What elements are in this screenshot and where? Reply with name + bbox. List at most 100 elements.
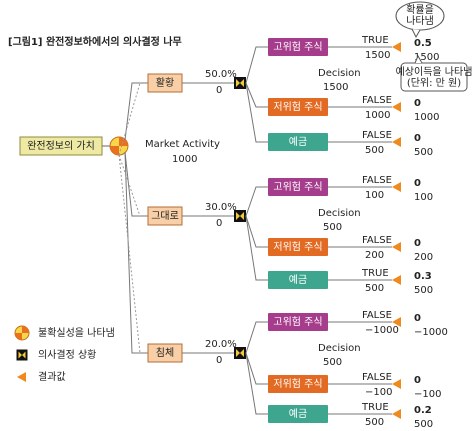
decision-node-mark [236, 79, 244, 87]
result-probability: 0 [414, 238, 421, 249]
result-value: 500 [414, 419, 433, 430]
option-flag: FALSE [362, 130, 392, 141]
option-flag: FALSE [362, 372, 392, 383]
decision-name: Decision [318, 208, 361, 219]
callout-box [400, 62, 468, 92]
result-probability: 0 [414, 133, 421, 144]
callout-text: 예상이득을 나타냄 [396, 66, 473, 78]
result-probability: 0.2 [414, 405, 432, 416]
result-marker [392, 409, 401, 419]
option-box [268, 405, 328, 423]
branch [124, 151, 148, 354]
option-label: 예금 [289, 136, 307, 148]
decision-node-mark [236, 212, 244, 220]
branch [245, 46, 268, 84]
branch [245, 215, 268, 281]
option-label: 예금 [289, 408, 307, 420]
branch-dashed [118, 82, 141, 156]
legend-label: 결과값 [38, 371, 66, 383]
option-label: 저위험 주식 [273, 377, 322, 390]
result-value: 200 [414, 252, 433, 263]
title: [그림1] 완전정보하에서의 의사결정 나무 [8, 35, 182, 48]
decision-node-mark [236, 349, 244, 357]
state-value: 0 [216, 355, 222, 366]
result-value: −100 [414, 389, 441, 400]
branch [245, 352, 268, 385]
state-probability: 20.0% [205, 339, 237, 350]
option-value: 500 [365, 283, 384, 294]
callout-tail [411, 28, 421, 39]
option-value: 500 [365, 417, 384, 428]
decision-value: 1500 [323, 82, 348, 93]
option-label: 저위험 주식 [273, 100, 322, 113]
chance-node-quarter [119, 137, 128, 146]
result-marker [392, 242, 401, 252]
option-flag: TRUE [361, 35, 389, 46]
root-node-name: Market Activity [145, 139, 220, 150]
result-value: 1500 [414, 52, 439, 63]
state-probability: 50.0% [205, 69, 237, 80]
branch [245, 352, 268, 415]
option-flag: TRUE [361, 402, 389, 413]
state-probability: 30.0% [205, 202, 237, 213]
branch [245, 215, 268, 248]
option-flag: FALSE [362, 235, 392, 246]
state-label: 침체 [156, 347, 174, 359]
option-box [268, 375, 328, 393]
branch-dashed [118, 154, 141, 354]
option-box [268, 98, 328, 116]
chance-node-quarter [22, 326, 29, 333]
option-box [268, 178, 328, 196]
branch [245, 186, 268, 217]
option-value: 1000 [365, 110, 390, 121]
result-value: 1000 [414, 112, 439, 123]
result-probability: 0 [414, 313, 421, 324]
legend-label: 불확실성을 나타냄 [38, 327, 115, 339]
branch [124, 151, 148, 217]
state-value: 0 [216, 218, 222, 229]
decision-value: 500 [323, 357, 342, 368]
option-value: 200 [365, 250, 384, 261]
root-label: 완전정보의 가치 [27, 140, 95, 152]
legend-label: 의사결정 상황 [38, 349, 96, 361]
option-value: −1000 [365, 325, 399, 336]
result-value: 500 [414, 285, 433, 296]
branch [124, 82, 148, 141]
option-label: 고위험 주식 [273, 180, 322, 193]
state-label: 활황 [156, 76, 174, 89]
option-flag: FALSE [362, 175, 392, 186]
chance-node-quarter [15, 333, 22, 340]
result-probability: 0.3 [414, 271, 432, 282]
decision-name: Decision [318, 68, 361, 79]
option-box [268, 271, 328, 289]
decision-node-mark [18, 351, 26, 359]
result-marker [392, 182, 401, 192]
option-flag: FALSE [362, 310, 392, 321]
result-value: 500 [414, 147, 433, 158]
option-box [268, 313, 328, 331]
option-value: 100 [365, 190, 384, 201]
option-label: 예금 [289, 274, 307, 286]
result-marker [17, 372, 26, 382]
result-probability: 0.5 [414, 38, 432, 49]
result-marker [392, 275, 401, 285]
result-probability: 0 [414, 98, 421, 109]
result-value: −1000 [414, 327, 448, 338]
result-probability: 0 [414, 375, 421, 386]
result-marker [392, 42, 401, 52]
result-value: 100 [414, 192, 433, 203]
option-label: 고위험 주식 [273, 40, 322, 53]
branch [245, 321, 268, 354]
option-label: 저위험 주식 [273, 240, 322, 253]
root-node-value: 1000 [172, 154, 197, 165]
state-value: 0 [216, 85, 222, 96]
decision-value: 500 [323, 222, 342, 233]
option-label: 고위험 주식 [273, 315, 322, 328]
result-marker [392, 317, 401, 327]
option-value: 500 [365, 145, 384, 156]
result-probability: 0 [414, 178, 421, 189]
callout-tail [414, 54, 423, 64]
callout-text: (단위: 만 원) [407, 76, 461, 89]
branch-dashed [118, 154, 141, 217]
